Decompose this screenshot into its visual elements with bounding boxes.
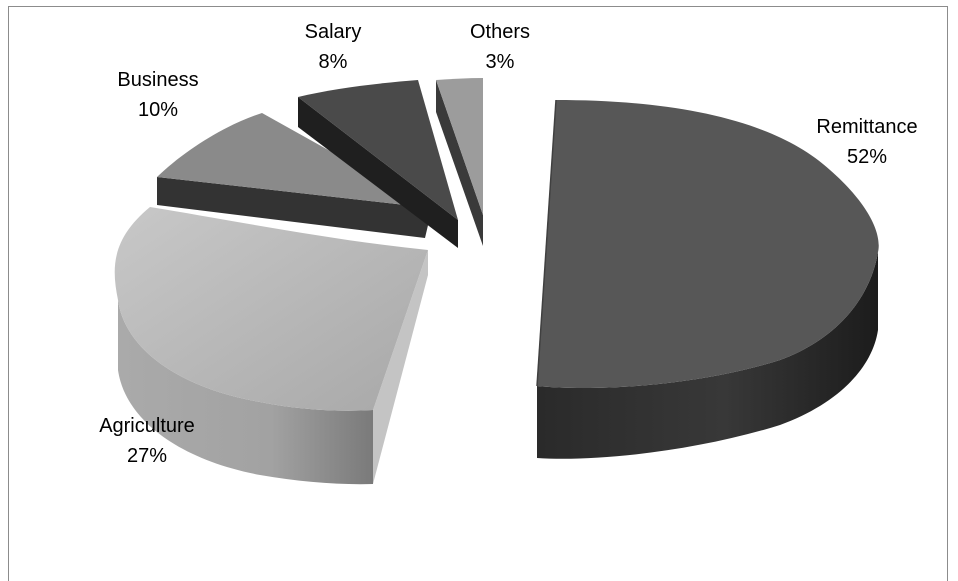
slice-others-top [436,78,483,215]
slice-business-side [157,177,432,238]
label-agriculture-value: 27% [127,445,167,467]
label-business-value: 10% [138,99,178,121]
slice-others-side [436,80,483,246]
chart-frame [8,6,948,581]
slice-remittance-side [537,252,878,459]
label-remittance-name: Remittance [816,116,917,138]
slice-remittance-top [537,100,879,389]
label-others-name: Others [470,21,530,43]
data-labels: Remittance 52% Agriculture 27% Business … [99,21,917,467]
label-salary-value: 8% [319,51,348,73]
slice-agriculture-top [114,207,428,411]
slice-others [436,78,483,246]
slice-business-top [157,113,432,208]
slice-salary-top [298,80,458,220]
slice-agriculture [114,207,428,485]
slice-business [157,113,432,238]
slice-salary-side [298,97,458,248]
label-agriculture-name: Agriculture [99,415,195,437]
label-others-value: 3% [486,51,515,73]
slice-agriculture-face [373,250,428,484]
slice-agriculture-side [118,300,373,485]
label-remittance-value: 52% [847,146,887,168]
label-salary-name: Salary [305,21,362,43]
label-business-name: Business [117,69,198,91]
slice-remittance [536,99,879,459]
slice-salary [298,80,458,248]
